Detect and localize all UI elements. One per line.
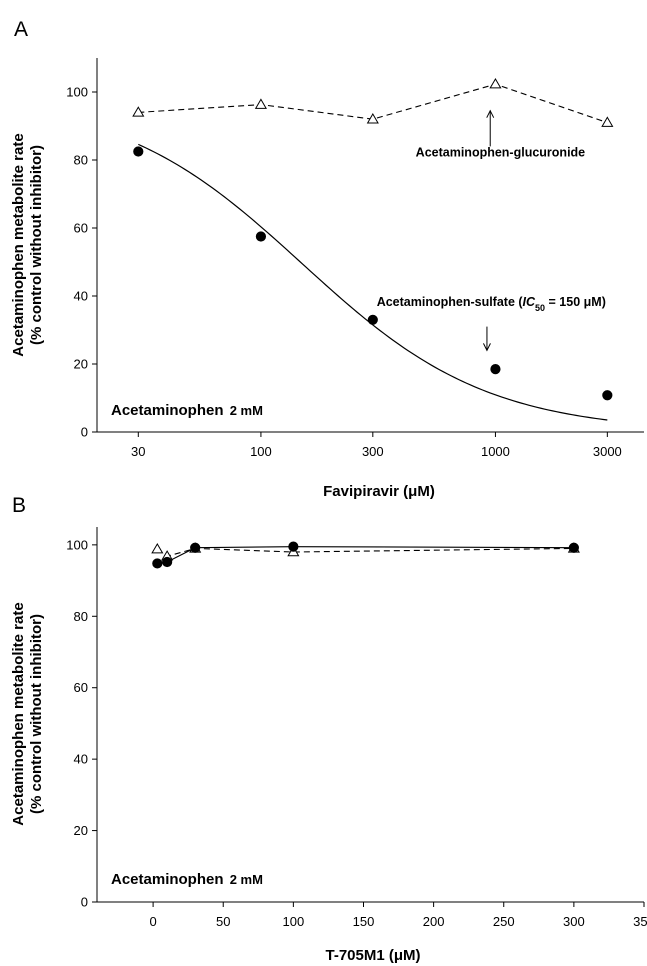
panel-a-y-tick-label: 20 — [74, 357, 88, 372]
panel-a-x-tick-label: 300 — [362, 444, 384, 459]
panel-a-axes: 0 20 40 60 80 100 30 100 300 1000 3000 — [66, 58, 644, 459]
panel-a: A 0 20 40 60 80 100 30 100 300 1000 3000 Acetamino… — [10, 18, 644, 500]
panel-a-data-point — [489, 77, 502, 89]
panel-a-data-point — [601, 116, 614, 127]
panel-a-x-tick-label: 100 — [250, 444, 272, 459]
panel-b-axes: 0 20 40 60 80 100 0 50 100 150 200 250 300 350 — [66, 527, 647, 929]
sulfate-annotation-suffix: = 150 μM) — [545, 295, 606, 309]
panel-b-note-conc: 2 mM — [230, 872, 263, 887]
panel-a-note-conc: 2 mM — [230, 403, 263, 418]
panel-a-letter: A — [14, 18, 28, 41]
panel-b-y-tick-label: 80 — [74, 609, 88, 624]
panel-a-y-tick-label: 60 — [74, 221, 88, 236]
panel-a-y-axis-label-line2: (% control without inhibitor) — [28, 145, 45, 345]
panel-b-y-tick-label: 60 — [74, 680, 88, 695]
panel-b-y-axis-label-line2: (% control without inhibitor) — [28, 614, 45, 814]
panel-a-condition-note: Acetaminophen 2 mM — [111, 402, 263, 419]
glucuronide-annotation: Acetaminophen-glucuronide — [416, 146, 586, 160]
panel-a-data-point — [366, 113, 379, 124]
panel-b-data-point — [162, 556, 173, 568]
panel-a-series-1 — [133, 143, 613, 421]
panel-b-series-1 — [152, 541, 579, 569]
panel-b-x-axis-label: T-705M1 (μM) — [325, 947, 420, 964]
panel-b-x-tick-label: 0 — [149, 914, 156, 929]
sulfate-annotation-italic: IC — [523, 295, 536, 309]
panel-a-y-tick-label: 80 — [74, 153, 88, 168]
panel-a-x-tick-label: 1000 — [481, 444, 510, 459]
panel-b-y-tick-label: 20 — [74, 823, 88, 838]
panel-b-data-point — [568, 542, 579, 553]
panel-b-data-point — [152, 558, 163, 569]
panel-b-note-main: Acetaminophen — [111, 871, 224, 888]
panel-b-series — [151, 541, 580, 569]
sulfate-annotation-prefix: Acetaminophen-sulfate ( — [377, 295, 524, 309]
panel-a-data-point — [602, 390, 613, 401]
panel-b-series-0 — [151, 542, 580, 561]
panel-a-x-tick-label: 30 — [131, 444, 145, 459]
panel-b-x-tick-label: 100 — [283, 914, 305, 929]
panel-a-data-point — [255, 231, 267, 242]
panel-b-letter: B — [12, 494, 26, 517]
panel-a-data-point — [254, 98, 267, 109]
panel-a-annotations: Acetaminophen-glucuronide Acetaminophen-… — [377, 109, 606, 352]
panel-a-y-axis-label-line1: Acetaminophen metabolite rate — [10, 133, 27, 356]
panel-a-data-point — [490, 364, 501, 375]
panel-b-x-tick-label: 250 — [493, 914, 515, 929]
panel-b-y-tick-label: 40 — [74, 752, 88, 767]
annotation-arrow-head — [486, 109, 495, 118]
annotation-arrow-head — [483, 343, 491, 352]
sulfate-annotation-subscript: 50 — [535, 303, 545, 313]
panel-a-data-point — [132, 106, 145, 117]
panel-b-y-axis-label-line1: Acetaminophen metabolite rate — [10, 602, 27, 825]
panel-b-x-tick-label: 50 — [216, 914, 230, 929]
panel-b-x-tick-label: 200 — [423, 914, 445, 929]
panel-a-fit-curve — [138, 143, 608, 421]
panel-b-y-tick-label: 100 — [66, 537, 88, 552]
panel-b-x-tick-label: 300 — [563, 914, 585, 929]
panel-a-note-main: Acetaminophen — [111, 402, 224, 419]
panel-b-series-line — [156, 547, 574, 557]
panel-b-data-point — [190, 542, 201, 553]
panel-b-x-tick-label: 350 — [633, 914, 647, 929]
panel-a-series — [132, 77, 614, 421]
panel-b-y-tick-label: 0 — [81, 895, 88, 910]
panel-b: B 0 20 40 60 80 100 0 50 100 150 200 250 300 350 Acet… — [10, 494, 647, 964]
panel-a-data-point — [133, 146, 144, 157]
panel-b-data-point — [151, 542, 164, 554]
sulfate-annotation: Acetaminophen-sulfate (IC50 = 150 μM) — [377, 295, 606, 313]
panel-a-data-point — [367, 314, 378, 325]
panel-b-x-tick-label: 150 — [353, 914, 375, 929]
panel-b-data-point — [288, 541, 299, 552]
panel-a-y-tick-label: 40 — [74, 289, 88, 304]
panel-a-x-tick-label: 3000 — [593, 444, 622, 459]
panel-a-y-tick-label: 0 — [81, 425, 88, 440]
panel-b-condition-note: Acetaminophen 2 mM — [111, 871, 263, 888]
panel-a-series-0 — [132, 77, 614, 127]
panel-a-x-axis-label: Favipiravir (μM) — [323, 483, 435, 500]
panel-a-y-tick-label: 100 — [66, 85, 88, 100]
